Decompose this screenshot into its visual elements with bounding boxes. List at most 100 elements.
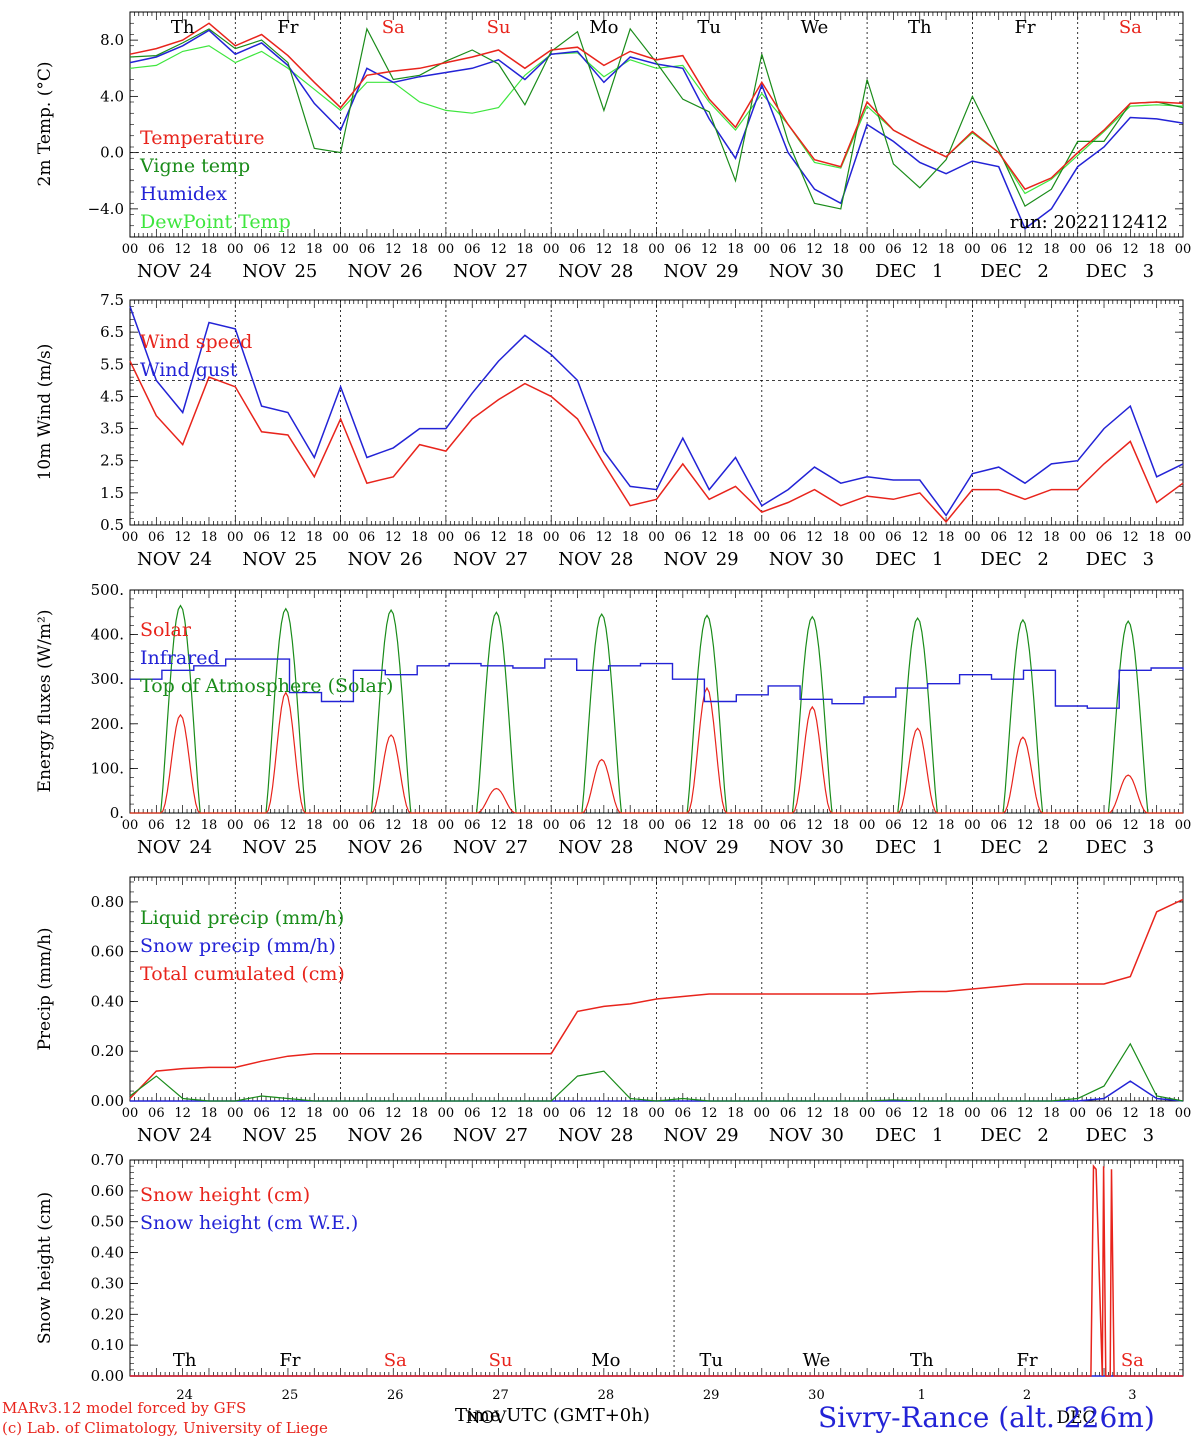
x-hour-tick-label: 12 (701, 530, 718, 545)
weekday-label: Th (910, 1350, 934, 1371)
x-month-label: NOV (348, 1125, 392, 1146)
x-hour-tick-label: 06 (464, 530, 481, 545)
y-tick-label: 0.60 (91, 1182, 124, 1200)
x-hour-tick-label: 18 (306, 818, 323, 833)
x-hour-tick-label: 06 (359, 1106, 376, 1121)
x-hour-tick-label: 06 (148, 818, 165, 833)
x-hour-tick-label: 12 (911, 242, 928, 257)
x-month-label: NOV (769, 261, 813, 282)
x-hour-tick-label: 06 (780, 818, 797, 833)
x-hour-tick-label: 06 (569, 818, 586, 833)
x-day-label: 30 (821, 1125, 844, 1146)
x-hour-tick-label: 06 (675, 530, 692, 545)
x-hour-tick-label: 18 (1148, 530, 1165, 545)
x-hour-tick-label: 12 (385, 818, 402, 833)
x-day-label: 25 (294, 261, 317, 282)
x-hour-tick-label: 12 (385, 1106, 402, 1121)
x-month-label: DEC (1086, 549, 1127, 570)
x-hour-tick-label: 12 (701, 1106, 718, 1121)
x-hour-tick-label: 12 (596, 242, 613, 257)
x-hour-tick-label: 12 (174, 1106, 191, 1121)
x-hour-tick-label: 00 (1069, 1106, 1086, 1121)
x-hour-tick-label: 12 (1122, 530, 1139, 545)
humidex-line (129, 29, 1184, 230)
weekday-label: Mo (589, 17, 618, 38)
y-tick-label: 6.5 (100, 323, 124, 341)
x-hour-tick-label: 18 (201, 818, 218, 833)
x-hour-tick-label: 06 (1096, 242, 1113, 257)
total-cumulated-cm-line (129, 898, 1184, 1100)
x-hour-tick-label: 12 (1017, 242, 1034, 257)
x-month-label: NOV (769, 549, 813, 570)
x-month-label: DEC (980, 549, 1021, 570)
x-hour-tick-label: 18 (622, 818, 639, 833)
x-hour-tick-label: 18 (1043, 242, 1060, 257)
x-month-label: NOV (242, 1125, 286, 1146)
x-hour-tick-label: 12 (280, 818, 297, 833)
x-hour-tick-label: 12 (174, 530, 191, 545)
x-day-label: 27 (505, 1125, 528, 1146)
y-tick-label: 8.0 (100, 31, 124, 49)
y-tick-label: 0. (110, 804, 124, 822)
x-hour-tick-label: 12 (490, 1106, 507, 1121)
x-hour-tick-label: 06 (1096, 530, 1113, 545)
x-hour-tick-label: 00 (648, 818, 665, 833)
x-month-label: NOV (137, 837, 181, 858)
x-hour-tick-label: 18 (1148, 1106, 1165, 1121)
y-tick-label: 1.5 (100, 484, 124, 502)
x-hour-tick-label: 00 (332, 1106, 349, 1121)
x-hour-tick-label: 00 (859, 242, 876, 257)
x-hour-tick-label: 18 (517, 1106, 534, 1121)
y-axis-label: Energy fluxes (W/m²) (35, 610, 55, 793)
x-hour-tick-label: 18 (833, 530, 850, 545)
x-hour-tick-label: 06 (569, 242, 586, 257)
x-hour-tick-label: 18 (201, 1106, 218, 1121)
x-hour-tick-label: 00 (754, 242, 771, 257)
x-hour-tick-label: 06 (885, 242, 902, 257)
x-hour-tick-label: 18 (201, 242, 218, 257)
y-axis-label: Precip (mm/h) (35, 927, 55, 1050)
x-hour-tick-label: 12 (806, 1106, 823, 1121)
x-hour-tick-label: 00 (1175, 242, 1192, 257)
x-hour-tick-label: 00 (332, 818, 349, 833)
x-hour-tick-label: 18 (306, 242, 323, 257)
weekday-label: Fr (279, 1350, 300, 1371)
x-hour-tick-label: 06 (359, 242, 376, 257)
x-hour-tick-label: 18 (1148, 242, 1165, 257)
y-tick-label: 4.0 (100, 87, 124, 105)
y-tick-label: 0.20 (91, 1042, 124, 1060)
x-hour-tick-label: 00 (859, 1106, 876, 1121)
y-tick-label: 0.00 (91, 1092, 124, 1110)
x-hour-tick-label: 00 (438, 530, 455, 545)
day-number-label: 27 (492, 1388, 509, 1403)
x-day-label: 24 (189, 1125, 212, 1146)
x-day-label: 26 (400, 261, 423, 282)
station-name: Sivry-Rance (alt. 226m) (818, 1401, 1155, 1434)
legend-entry: Wind speed (140, 331, 252, 353)
x-day-label: 28 (610, 1125, 633, 1146)
x-hour-tick-label: 12 (806, 818, 823, 833)
x-hour-tick-label: 18 (833, 1106, 850, 1121)
x-day-label: 29 (716, 837, 739, 858)
y-tick-label: 7.5 (100, 291, 124, 309)
day-number-label: 30 (808, 1388, 825, 1403)
x-hour-tick-label: 00 (648, 1106, 665, 1121)
x-hour-tick-label: 00 (122, 530, 139, 545)
weekday-label: Su (487, 17, 511, 38)
weekday-label: Sa (1119, 17, 1142, 38)
x-hour-tick-label: 06 (780, 530, 797, 545)
x-day-label: 2 (1037, 1125, 1048, 1146)
x-hour-tick-label: 06 (253, 530, 270, 545)
x-day-label: 3 (1143, 837, 1154, 858)
weekday-label: Sa (1121, 1350, 1144, 1371)
x-hour-tick-label: 18 (727, 242, 744, 257)
x-hour-tick-label: 00 (1069, 530, 1086, 545)
x-month-label: NOV (558, 837, 602, 858)
x-hour-tick-label: 06 (253, 818, 270, 833)
x-day-label: 26 (400, 549, 423, 570)
x-hour-tick-label: 00 (648, 530, 665, 545)
weekday-label: Sa (384, 1350, 407, 1371)
x-day-label: 24 (189, 261, 212, 282)
y-tick-label: 500. (91, 581, 124, 599)
